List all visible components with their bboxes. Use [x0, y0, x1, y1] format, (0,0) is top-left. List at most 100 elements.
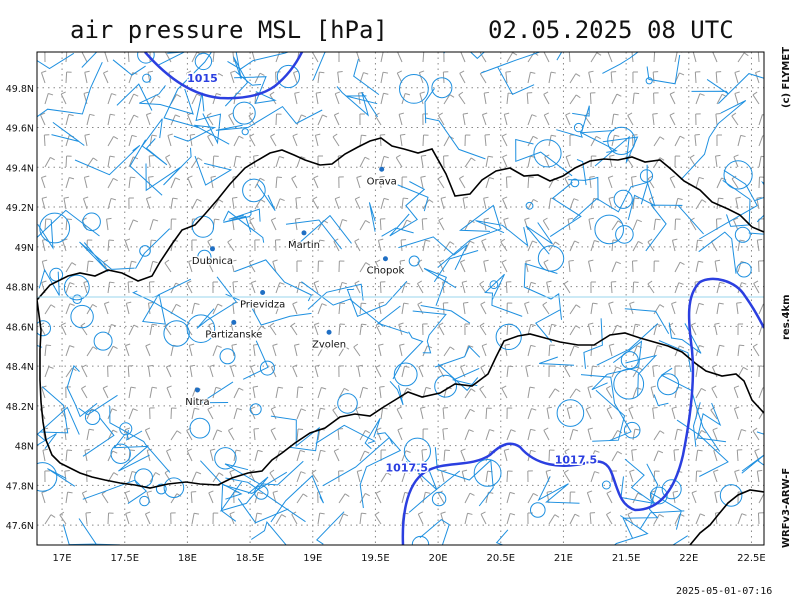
- wind-barb-flag: [176, 493, 182, 497]
- lake-ring: [393, 362, 418, 387]
- river-segment: [392, 331, 424, 380]
- lake-ring: [197, 249, 212, 264]
- wind-barb: [44, 366, 50, 378]
- wind-barb: [395, 157, 403, 168]
- wind-barb-flag: [697, 239, 703, 242]
- wind-barb-flag: [133, 219, 139, 223]
- wind-barb: [671, 408, 676, 420]
- wind-barb-flag: [252, 50, 257, 51]
- wind-barb: [652, 408, 655, 420]
- lon-tick-label: 21E: [554, 553, 573, 564]
- wind-barb: [209, 450, 214, 462]
- wind-barb: [503, 450, 508, 462]
- wind-barb-flag: [488, 155, 494, 158]
- wind-barb: [481, 114, 487, 126]
- wind-barb: [65, 450, 68, 462]
- wind-barb-flag: [69, 176, 75, 180]
- wind-barb-flag: [714, 490, 720, 493]
- wind-barb: [128, 261, 132, 273]
- wind-barb-flag: [712, 427, 718, 431]
- wind-barb: [127, 52, 130, 63]
- wind-barb-flag: [405, 450, 411, 453]
- wind-barb: [107, 282, 111, 294]
- wind-barb: [443, 94, 451, 105]
- wind-barb-flag: [544, 112, 550, 116]
- wind-barb: [103, 303, 109, 315]
- wind-barb-flag: [404, 365, 410, 368]
- wind-barb: [588, 219, 592, 231]
- wind-barb-flag: [186, 280, 192, 284]
- wind-barb-flag: [313, 280, 319, 284]
- wind-barb-flag: [659, 304, 665, 308]
- wind-barb-flag: [257, 449, 263, 453]
- wind-barb-flag: [735, 196, 741, 199]
- wind-barb: [647, 283, 655, 294]
- wind-barb-flag: [208, 490, 214, 494]
- wind-barb: [207, 261, 214, 273]
- wind-barb: [589, 92, 592, 105]
- wind-barb-flag: [48, 366, 54, 369]
- wind-barb: [400, 239, 403, 252]
- river-segment: [109, 406, 171, 473]
- lake-ring: [570, 178, 580, 188]
- wind-barb: [380, 156, 385, 168]
- wind-barb: [713, 450, 718, 462]
- wind-barb-flag: [739, 344, 745, 347]
- wind-barb-flag: [269, 91, 275, 96]
- wind-barb-flag: [417, 280, 423, 284]
- wind-barb-flag: [573, 198, 579, 201]
- wind-barb-flag: [153, 219, 159, 222]
- wind-barb: [710, 241, 718, 252]
- wind-barb: [401, 450, 407, 462]
- wind-barb: [229, 471, 235, 483]
- wind-barb: [502, 156, 508, 168]
- wind-barb-flag: [669, 175, 675, 179]
- wind-barb-flag: [398, 112, 405, 115]
- wind-barb-flag: [551, 134, 557, 137]
- wind-barb-flag: [629, 301, 635, 305]
- river-segment: [163, 52, 213, 128]
- wind-barb-flag: [131, 260, 137, 263]
- wind-barb-flag: [166, 448, 172, 452]
- wind-barb-flag: [50, 156, 55, 161]
- wind-barb: [527, 114, 533, 126]
- river-segment: [680, 100, 747, 181]
- wind-barb-flag: [504, 448, 510, 451]
- wind-barb: [506, 323, 509, 336]
- wind-barb-flag: [130, 386, 136, 389]
- wind-barb: [563, 283, 571, 294]
- wind-barb: [145, 198, 151, 210]
- wind-barb-flag: [677, 428, 683, 431]
- river-segment: [556, 129, 618, 153]
- wind-barb: [317, 114, 323, 126]
- wind-barb-flag: [459, 175, 464, 179]
- wind-barb: [695, 177, 700, 189]
- wind-barb-flag: [67, 491, 73, 494]
- river-segment: [145, 147, 192, 192]
- wind-barb: [695, 388, 702, 399]
- wind-barb: [40, 72, 46, 84]
- wind-barb-flag: [125, 238, 131, 242]
- lake-ring: [645, 77, 653, 85]
- wind-barb: [716, 177, 723, 189]
- wind-barb: [128, 72, 134, 84]
- wind-barb-flag: [565, 154, 571, 158]
- wind-barb: [548, 198, 552, 210]
- wind-barb-flag: [752, 91, 758, 96]
- wind-barb: [296, 429, 299, 441]
- wind-barb: [543, 94, 550, 105]
- wind-barb: [569, 345, 575, 357]
- river-segment: [51, 121, 85, 146]
- wind-barb: [170, 430, 178, 441]
- wind-barb: [401, 282, 406, 294]
- wind-barb: [480, 304, 487, 315]
- wind-barb: [124, 345, 130, 357]
- wind-barb-flag: [194, 407, 200, 410]
- city-markers: Orava Dubnica Martin Chopok Prievidza Partiza…: [184, 166, 406, 409]
- wind-barb: [59, 514, 67, 525]
- wind-barb-flag: [425, 386, 431, 390]
- wind-barb: [715, 218, 718, 231]
- river-segment: [377, 305, 409, 334]
- wind-barb: [525, 261, 529, 273]
- wind-barb: [86, 346, 94, 357]
